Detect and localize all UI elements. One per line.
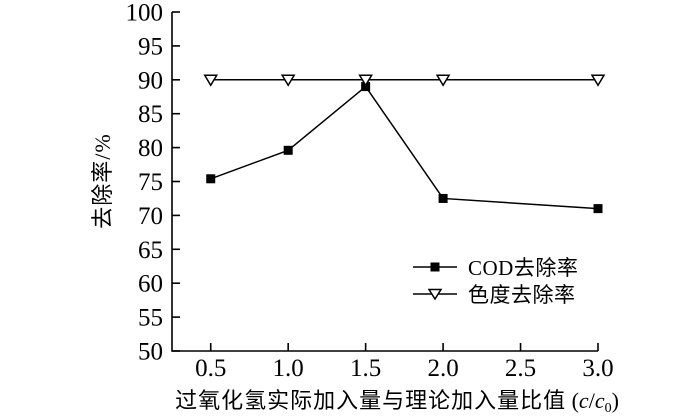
legend-label-cod: COD去除率 bbox=[468, 255, 579, 280]
cod-point-marker bbox=[206, 174, 216, 184]
filled-square-line-icon bbox=[413, 262, 457, 271]
x-tick-label: 0.5 bbox=[195, 355, 226, 382]
x-tick-label: 2.5 bbox=[505, 355, 536, 382]
y-tick-label: 50 bbox=[138, 339, 163, 366]
cod-point-marker bbox=[283, 145, 293, 155]
x-tick-label: 1.0 bbox=[273, 355, 304, 382]
y-axis-title: 去除率/% bbox=[85, 133, 117, 228]
x-tick-label: 2.0 bbox=[427, 355, 458, 382]
y-tick-label: 65 bbox=[138, 237, 163, 264]
y-tick-label: 100 bbox=[126, 0, 164, 27]
legend-item-chroma: 色度去除率 bbox=[412, 280, 578, 307]
y-tick-label: 95 bbox=[138, 33, 163, 60]
series-line bbox=[210, 85, 599, 210]
x-axis-title: 过氧化氢实际加入量与理论加入量比值 (c/c0) bbox=[175, 383, 619, 416]
y-tick-label: 70 bbox=[138, 203, 163, 230]
cod-point-marker bbox=[593, 204, 603, 214]
chroma-point-marker bbox=[280, 74, 296, 87]
cod-point-marker bbox=[438, 193, 448, 203]
legend-item-cod: COD去除率 bbox=[412, 253, 578, 280]
y-tick-label: 85 bbox=[138, 101, 163, 128]
series-chroma bbox=[203, 74, 606, 87]
chroma-point-marker bbox=[590, 74, 606, 87]
y-tick-label: 55 bbox=[138, 305, 163, 332]
chroma-point-marker bbox=[358, 74, 373, 87]
open-triangle-line-icon bbox=[413, 288, 457, 300]
chroma-point-marker bbox=[203, 74, 219, 87]
series-cod bbox=[206, 82, 603, 214]
x-tick-label: 3.0 bbox=[582, 355, 613, 382]
y-axis-title-text: 去除率/% bbox=[90, 133, 115, 229]
chroma-point-marker bbox=[435, 74, 451, 87]
legend-label-chroma: 色度去除率 bbox=[468, 282, 576, 307]
legend: COD去除率 色度去除率 bbox=[412, 253, 578, 307]
x-tick-label: 1.5 bbox=[350, 355, 381, 382]
x-axis-title-formula: (c/c0) bbox=[566, 388, 619, 416]
y-tick-label: 90 bbox=[138, 67, 163, 94]
x-axis-title-text: 过氧化氢实际加入量与理论加入量比值 bbox=[175, 388, 567, 413]
y-tick-label: 75 bbox=[138, 169, 163, 196]
y-tick-label: 80 bbox=[138, 135, 163, 162]
y-tick-label: 60 bbox=[138, 271, 163, 298]
